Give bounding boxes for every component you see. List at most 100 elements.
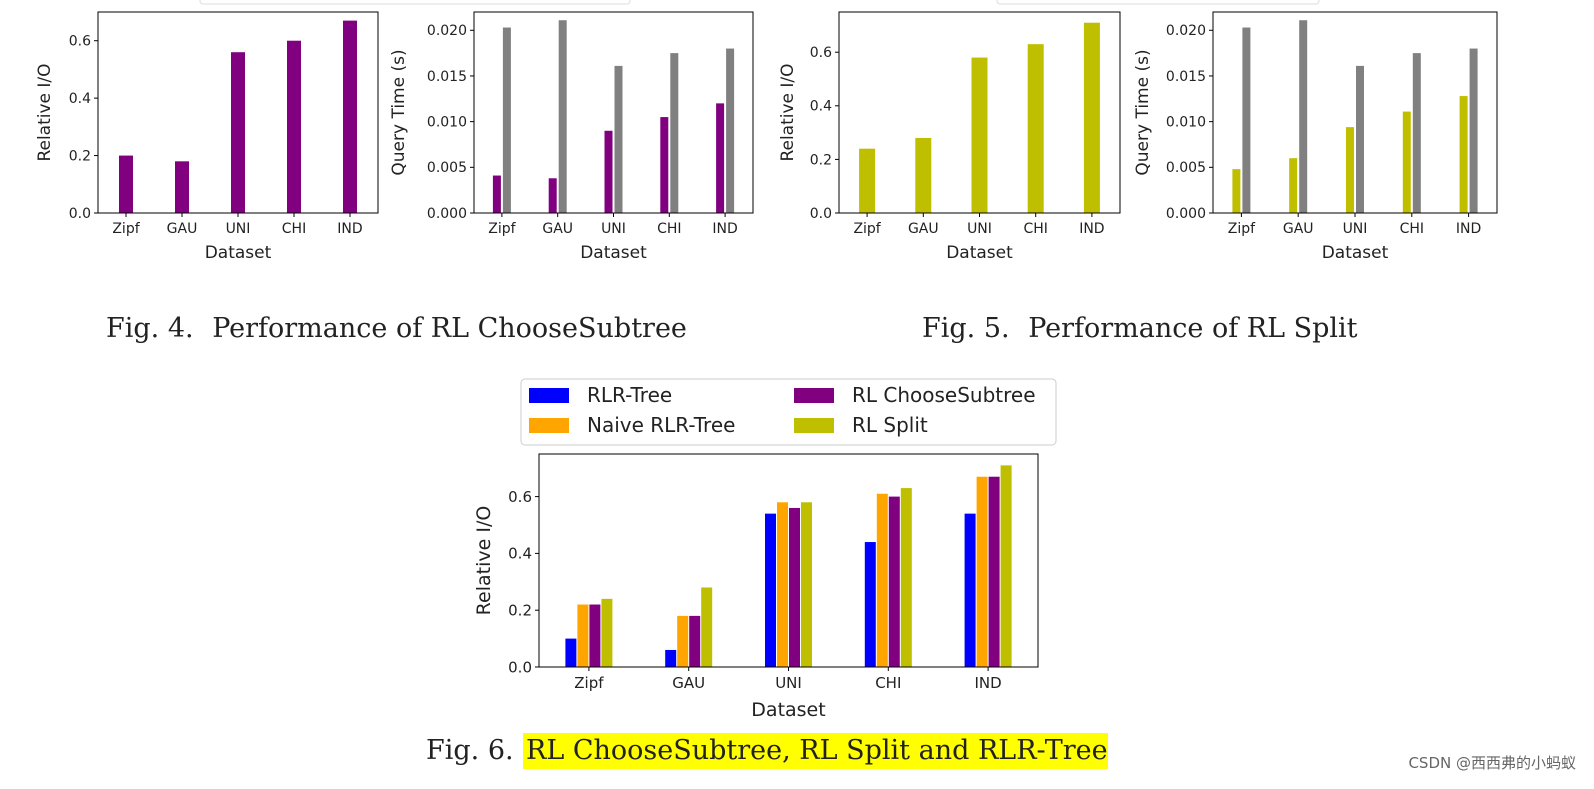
legend-swatch-1 (529, 418, 569, 433)
fig4a-ytick-label: 0.2 (69, 148, 91, 164)
bar-fig6-s0-uni (765, 513, 776, 667)
bar-fig4b-s0-uni (604, 130, 613, 213)
fig6-caption-title: RL ChooseSubtree, RL Split and RLR-Tree (526, 735, 1108, 766)
bar-fig6-s0-chi (864, 542, 876, 667)
watermark: CSDN @西西弗的小蚂蚁 (1408, 754, 1576, 772)
bar-fig4a-s0-gau (175, 161, 189, 213)
fig5a-xtick-label: Zipf (853, 221, 881, 237)
bar-fig6-s3-uni (801, 502, 812, 667)
fig6-legend: RLR-Tree Naive RLR-Tree RL ChooseSubtree RL… (520, 378, 1057, 446)
bar-fig5a-s0-chi (1027, 44, 1044, 213)
fig6-xlabel: Dataset (751, 699, 825, 721)
bar-fig5b-s1-zipf (1242, 27, 1251, 214)
fig4-caption-prefix: Fig. 4. (106, 313, 194, 344)
fig6-caption-prefix: Fig. 6. (426, 735, 514, 766)
fig5b-xtick-label: Zipf (1228, 221, 1256, 237)
bar-fig5a-s0-ind (1083, 22, 1100, 213)
bar-fig4b-s0-chi (660, 117, 669, 213)
fig4a-ylabel: Relative I/O (35, 63, 55, 161)
bar-fig5b-s0-gau (1289, 158, 1298, 213)
bar-fig5a-s0-zipf (859, 148, 876, 213)
bar-fig6-s1-uni (777, 502, 788, 667)
fig5b-xlabel: Dataset (1322, 243, 1389, 263)
bar-fig6-s1-chi (876, 493, 888, 667)
fig6-ytick-label: 0.0 (508, 658, 532, 676)
bar-fig6-s2-uni (789, 507, 800, 667)
fig5a-ytick-label: 0.0 (810, 206, 832, 222)
bar-fig6-s2-zipf (589, 604, 601, 667)
fig4b-ytick-label: 0.015 (427, 69, 467, 85)
fig6-ytick-label: 0.6 (508, 488, 532, 506)
fig5b-xtick-label: UNI (1343, 221, 1368, 237)
fig4a-xtick-label: GAU (167, 221, 198, 237)
plots-group: 0.0 0.2 0.4 0.6 Zipf GAU UNI CHI IND Dataset Relat… (35, 11, 1498, 721)
bar-fig6-s3-gau (701, 587, 713, 667)
fig4-caption-title: Performance of RL ChooseSubtree (212, 313, 687, 344)
bar-fig4b-s1-uni (614, 65, 623, 214)
top-legend-remnant-right (996, 0, 1320, 5)
bar-fig4b-s1-zipf (502, 27, 511, 214)
legend-label-1: Naive RLR-Tree (587, 413, 735, 437)
bar-fig4b-s1-ind (726, 48, 735, 213)
bar-fig6-s2-gau (689, 615, 701, 667)
fig5b-ytick-label: 0.010 (1166, 115, 1206, 131)
fig6-xtick-label: CHI (875, 674, 901, 692)
fig4a-ytick-label: 0.6 (69, 34, 91, 50)
bar-fig4b-s0-ind (716, 103, 725, 213)
fig4b-chart: 0.000 0.005 0.010 0.015 0.020 Zipf GAU UNI CHI IN… (389, 11, 754, 263)
fig4a-xtick-label: UNI (226, 221, 251, 237)
fig6-xtick-label: UNI (775, 674, 802, 692)
fig5b-ytick-label: 0.005 (1166, 160, 1206, 176)
legend-swatch-0 (529, 388, 569, 403)
fig5b-xtick-label: IND (1456, 221, 1481, 237)
fig5-caption: Fig. 5. Performance of RL Split (922, 313, 1358, 344)
fig5a-ytick-label: 0.6 (810, 45, 832, 61)
fig5b-ytick-label: 0.020 (1166, 23, 1206, 39)
bar-fig5b-s1-uni (1356, 65, 1364, 214)
fig5b-chart: 0.000 0.005 0.010 0.015 0.020 Zipf GAU UNI CHI IN… (1133, 11, 1498, 263)
fig6-ylabel: Relative I/O (473, 506, 495, 616)
bar-fig5b-s1-ind (1469, 48, 1478, 213)
bar-fig5a-s0-gau (915, 137, 932, 213)
fig5a-xtick-label: IND (1079, 221, 1104, 237)
fig5a-ytick-label: 0.4 (810, 99, 832, 115)
bar-fig6-s1-zipf (577, 604, 589, 667)
fig5a-xtick-label: UNI (967, 221, 992, 237)
fig4b-ytick-label: 0.020 (427, 23, 467, 39)
fig5b-ylabel: Query Time (s) (1133, 49, 1153, 175)
bar-fig4a-s0-chi (287, 40, 301, 214)
fig6-axes-frame (538, 453, 1039, 668)
fig4b-xtick-label: Zipf (488, 221, 516, 237)
fig5b-ytick-label: 0.015 (1166, 69, 1206, 85)
fig5b-xtick-label: CHI (1400, 221, 1424, 237)
fig4b-ytick-label: 0.010 (427, 115, 467, 131)
bar-fig6-s1-gau (677, 615, 689, 667)
fig4b-ytick-label: 0.000 (427, 206, 467, 222)
bar-fig4b-s0-gau (548, 178, 557, 213)
bar-fig5b-s1-chi (1412, 53, 1421, 213)
fig4b-axes-frame (473, 11, 754, 214)
fig5-caption-prefix: Fig. 5. (922, 313, 1010, 344)
legend-swatch-2 (794, 388, 834, 403)
fig5a-ytick-label: 0.2 (810, 152, 832, 168)
fig4b-ytick-label: 0.005 (427, 160, 467, 176)
fig4-caption: Fig. 4. Performance of RL ChooseSubtree (106, 313, 687, 344)
fig5-caption-title: Performance of RL Split (1028, 313, 1357, 344)
fig4a-xlabel: Dataset (205, 243, 272, 263)
fig4a-xtick-label: Zipf (112, 221, 140, 237)
fig6-chart: 0.0 0.2 0.4 0.6 Zipf GAU UNI CHI IND Dataset Relat… (473, 453, 1039, 721)
bar-fig6-s3-chi (900, 488, 912, 667)
fig4a-chart: 0.0 0.2 0.4 0.6 Zipf GAU UNI CHI IND Dataset Relat… (35, 11, 379, 263)
bar-fig5a-s0-uni (971, 57, 988, 214)
bar-fig6-s0-zipf (565, 638, 577, 667)
fig5a-xtick-label: CHI (1023, 221, 1047, 237)
bar-fig6-s1-ind (976, 476, 988, 667)
bar-fig5b-s1-gau (1299, 20, 1308, 213)
fig6-ytick-label: 0.2 (508, 601, 532, 619)
bar-fig4a-s0-uni (231, 52, 245, 214)
legend-frame (520, 378, 1057, 446)
fig5a-ylabel: Relative I/O (778, 63, 798, 161)
bar-fig4b-s1-chi (670, 53, 679, 213)
fig5b-ytick-label: 0.000 (1166, 206, 1206, 222)
